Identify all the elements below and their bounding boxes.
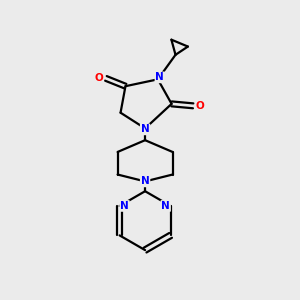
Text: N: N <box>120 201 129 211</box>
Text: O: O <box>94 74 103 83</box>
Text: N: N <box>141 176 149 186</box>
Text: N: N <box>141 124 149 134</box>
Text: N: N <box>155 72 164 82</box>
Text: N: N <box>161 201 170 211</box>
Text: O: O <box>196 101 204 111</box>
